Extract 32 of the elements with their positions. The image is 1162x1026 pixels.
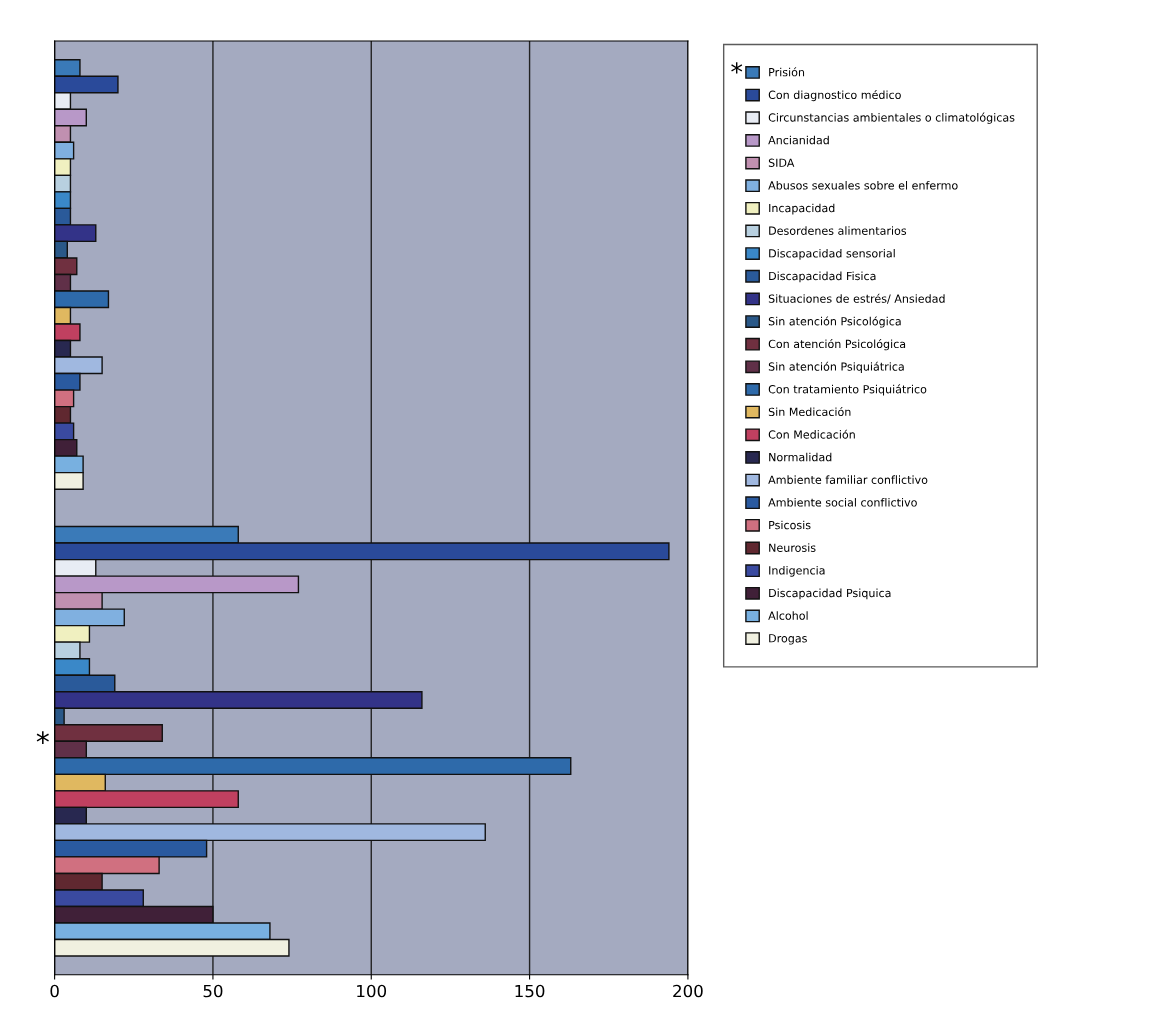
legend-label: Con tratamiento Psiquiátrico bbox=[768, 384, 927, 396]
legend-label: Ambiente social conflictivo bbox=[768, 498, 917, 507]
legend-label: SIDA bbox=[768, 158, 795, 167]
x-tick-label: 150 bbox=[515, 984, 545, 998]
legend-label: Indigencia bbox=[769, 565, 825, 577]
text: * bbox=[731, 62, 743, 74]
legend-label: Sin atención Psiquiátrica bbox=[768, 361, 904, 373]
legend-label: Prisión bbox=[769, 67, 805, 77]
legend-label: Normalidad bbox=[769, 452, 832, 462]
legend-label: Desordenes alimentarios bbox=[769, 226, 907, 235]
x-tick-label: 200 bbox=[673, 984, 703, 998]
x-tick-label: 0 bbox=[50, 984, 59, 998]
legend-label: Con diagnostico médico bbox=[768, 89, 901, 102]
legend-label: Situaciones de estrés/ Ansiedad bbox=[768, 293, 945, 304]
x-tick-label: 100 bbox=[357, 984, 387, 998]
legend-label: Circunstancias ambientales o climatológicas bbox=[768, 112, 1015, 124]
legend-label: Con atención Psicológica bbox=[768, 339, 906, 351]
legend-label: Sin Medicación bbox=[768, 406, 851, 417]
legend-label: Sin atención Psicológica bbox=[768, 316, 901, 328]
legend-label: Neurosis bbox=[769, 543, 816, 552]
legend-label: Discapacidad Fisica bbox=[769, 271, 876, 283]
x-tick-label: 50 bbox=[203, 984, 223, 998]
legend-label: Alcohol bbox=[768, 611, 808, 620]
legend-label: Incapacidad bbox=[769, 203, 835, 215]
legend-label: Ancianidad bbox=[768, 135, 829, 145]
legend-label: Drogas bbox=[769, 634, 807, 645]
legend-label: Psicosis bbox=[769, 520, 811, 530]
legend-label: Con Medicación bbox=[768, 429, 855, 439]
legend-label: Discapacidad sensorial bbox=[769, 248, 895, 260]
legend-label: Abusos sexuales sobre el enfermo bbox=[768, 180, 958, 190]
legend-label: Discapacidad Psiquica bbox=[769, 588, 891, 600]
legend-label: Ambiente familiar conflictivo bbox=[768, 475, 928, 484]
